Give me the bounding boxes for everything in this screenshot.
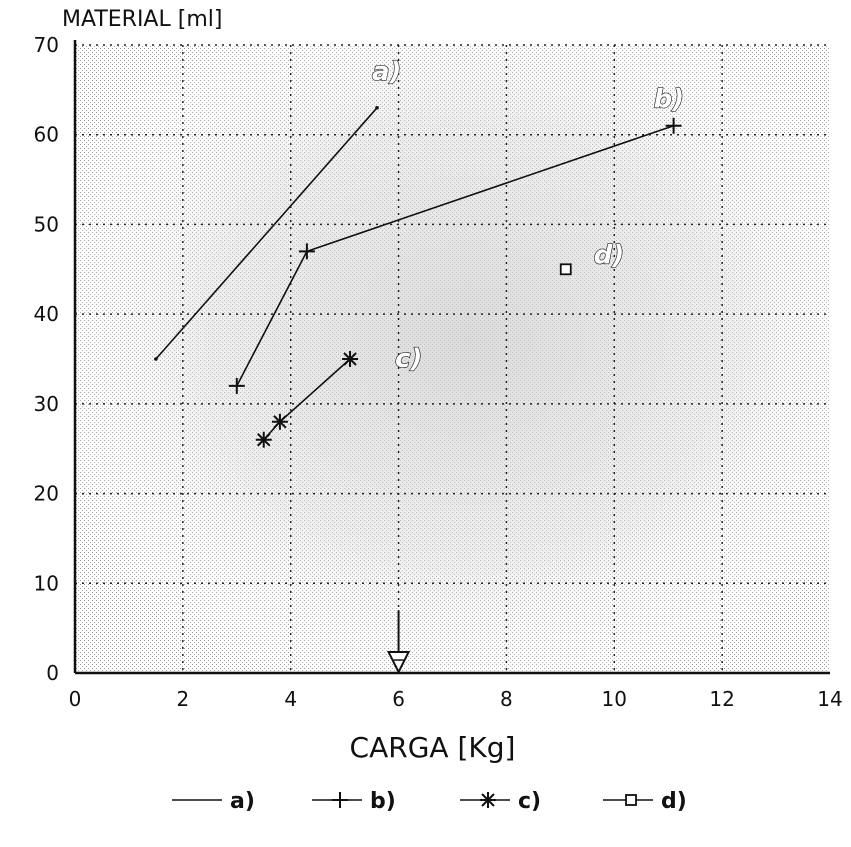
- legend-label: b): [370, 789, 396, 814]
- y-tick-label: 20: [34, 482, 59, 506]
- y-tick-label: 0: [46, 661, 59, 685]
- legend-item-4: d): [603, 789, 687, 814]
- series-3: [255, 351, 359, 448]
- x-tick-label: 12: [709, 687, 734, 711]
- legend-label: a): [230, 789, 255, 814]
- arrow-marker: [386, 610, 411, 675]
- legend-item-3: c): [460, 789, 541, 814]
- x-tick-label: 2: [176, 687, 189, 711]
- series-annotation: c): [395, 344, 422, 374]
- series-line: [155, 107, 378, 360]
- series-1: [154, 106, 379, 361]
- data-point: [298, 243, 315, 260]
- x-tick-label: 8: [500, 687, 513, 711]
- x-tick-label: 14: [817, 687, 842, 711]
- data-point: [665, 117, 682, 134]
- y-tick-label: 50: [34, 212, 59, 236]
- data-point: [342, 351, 359, 367]
- data-point: [228, 377, 245, 394]
- series-2: [228, 117, 682, 394]
- x-tick-label: 10: [602, 687, 627, 711]
- legend-item-1: a): [172, 789, 255, 814]
- series-4: [559, 263, 572, 276]
- data-point: [375, 106, 379, 110]
- legend-label: d): [661, 789, 687, 814]
- y-tick-label: 70: [34, 33, 59, 57]
- x-axis-title: CARGA [Kg]: [350, 731, 516, 764]
- series-annotation: a): [372, 57, 401, 87]
- legend-label: c): [518, 789, 541, 814]
- legend-marker: [625, 794, 637, 806]
- legend-marker: [480, 792, 496, 808]
- data-point: [154, 357, 158, 361]
- y-tick-label: 10: [34, 571, 59, 595]
- data-point: [255, 431, 272, 448]
- data-point: [559, 263, 572, 276]
- data-point: [271, 413, 288, 430]
- x-tick-label: 6: [392, 687, 405, 711]
- legend-marker: [332, 792, 348, 808]
- series-annotation: d): [594, 240, 625, 270]
- legend-item-2: b): [312, 789, 396, 814]
- y-tick-label: 40: [34, 302, 59, 326]
- y-tick-label: 60: [34, 123, 59, 147]
- y-axis-title: MATERIAL [ml]: [62, 7, 222, 32]
- series-annotation: b): [654, 85, 685, 115]
- y-tick-label: 30: [34, 392, 59, 416]
- plot-shading: [75, 45, 830, 673]
- x-tick-label: 4: [284, 687, 297, 711]
- x-tick-label: 0: [69, 687, 82, 711]
